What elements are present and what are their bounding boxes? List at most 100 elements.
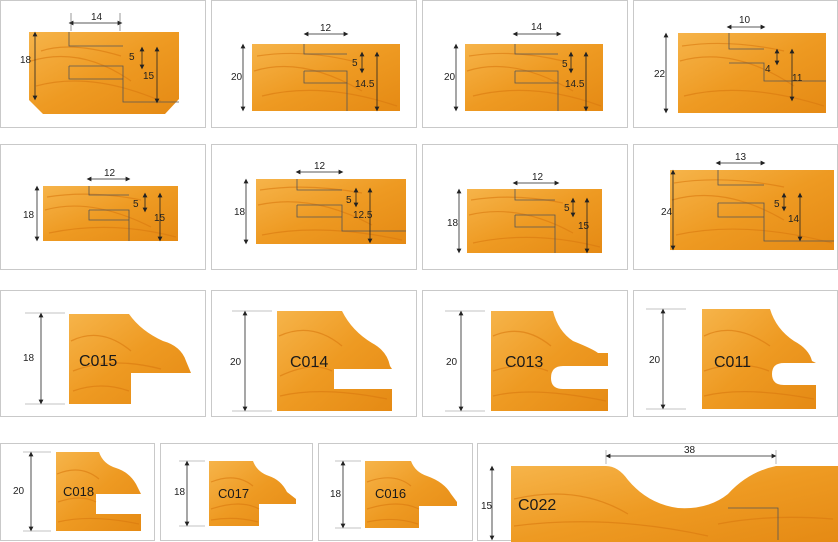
width-label: 12: [104, 168, 116, 179]
profile-tile-5: 12 18 5 15: [0, 144, 206, 270]
bit-code: C016: [375, 486, 406, 501]
depth-small-label: 5: [774, 199, 780, 210]
cut-outline: [88, 186, 130, 241]
profile-tile-4: 10 22 4 11: [633, 0, 838, 128]
wood-grain: [257, 186, 403, 241]
depth-small-label: 5: [346, 195, 352, 206]
height-label: 18: [330, 489, 342, 500]
bit-code: C022: [518, 497, 556, 514]
depth-large-label: 11: [792, 73, 803, 84]
height-label: 15: [481, 501, 493, 512]
cut-outline: [296, 179, 406, 232]
profile-tile-7: 12 18 5 15: [422, 144, 628, 270]
wood-grain: [278, 329, 388, 400]
wood-profile: [511, 466, 838, 542]
wood-grain: [366, 477, 420, 525]
bit-code: C013: [505, 354, 543, 371]
profile-drawing: 38 15 C022: [481, 445, 838, 542]
depth-small-label: 5: [133, 199, 139, 210]
depth-small-label: 5: [564, 203, 570, 214]
profile-drawing: 18 C015: [23, 312, 191, 405]
depth-large-label: 15: [143, 71, 155, 82]
cut-outline: [68, 32, 179, 103]
width-label: 14: [91, 12, 103, 23]
wood-profile: [491, 311, 608, 411]
cut-outline: [728, 507, 779, 540]
profile-drawing: 13 24 5 14: [661, 152, 834, 251]
depth-small-label: 5: [562, 59, 568, 70]
width-label: 10: [739, 15, 751, 26]
profile-tile-6: 12 18 5 12.5: [211, 144, 417, 270]
width-label: 38: [684, 445, 696, 456]
profile-drawing: 20 C013: [445, 310, 608, 412]
profile-drawing: 20 C018: [13, 451, 141, 532]
wood-grain: [492, 330, 607, 402]
height-label: 18: [23, 353, 35, 364]
height-label: 18: [447, 218, 459, 229]
profile-drawing: 18 C017: [174, 460, 296, 527]
wood-grain: [513, 493, 834, 537]
depth-large-label: 14.5: [565, 79, 585, 90]
wood-profile: [69, 314, 191, 404]
depth-large-label: 15: [578, 221, 590, 232]
profile-tile-2: 12 20 5 14.5: [211, 0, 417, 128]
profile-tile-1: 14 18 5 15: [0, 0, 206, 128]
profile-drawing: 12 18 5 12.5: [234, 161, 406, 245]
bit-code: C018: [63, 484, 94, 499]
depth-large-label: 14: [788, 214, 800, 225]
width-label: 12: [314, 161, 326, 172]
height-label: 18: [234, 207, 246, 218]
bit-code: C011: [714, 354, 751, 371]
height-label: 20: [230, 357, 242, 368]
profile-drawing: 20 C011: [646, 308, 816, 410]
height-label: 20: [444, 72, 456, 83]
height-label: 22: [654, 69, 666, 80]
profile-drawing: 14 20 5 14.5: [444, 22, 603, 112]
bit-tile-c016: 18 C016: [318, 443, 473, 541]
bit-tile-c011: 20 C011: [633, 290, 838, 417]
width-label: 14: [531, 22, 543, 33]
wood-grain: [671, 179, 833, 244]
height-label: 18: [20, 55, 32, 66]
profile-drawing: 14 18 5 15: [20, 12, 179, 114]
cut-outline: [728, 33, 826, 82]
depth-large-label: 12.5: [353, 210, 373, 221]
bit-tile-c018: 20 C018: [0, 443, 155, 541]
height-label: 20: [13, 486, 25, 497]
profile-drawing: 12 20 5 14.5: [231, 23, 400, 112]
bit-tile-c015: 18 C015: [0, 290, 206, 417]
wood-grain: [210, 477, 260, 523]
bit-code: C014: [290, 354, 328, 371]
profile-drawing: 10 22 4 11: [654, 15, 826, 114]
wood-grain: [30, 46, 162, 102]
wood-grain: [70, 334, 162, 392]
bit-code: C015: [79, 353, 117, 370]
wood-grain: [253, 52, 398, 107]
bit-tile-c013: 20 C013: [422, 290, 628, 417]
width-label: 13: [735, 152, 747, 163]
height-label: 20: [649, 355, 661, 366]
cut-outline: [514, 189, 556, 253]
height-label: 20: [446, 357, 458, 368]
depth-small-label: 5: [352, 58, 358, 69]
width-label: 12: [320, 23, 332, 34]
height-label: 24: [661, 207, 673, 218]
wood-profile: [56, 452, 141, 531]
height-label: 20: [231, 72, 243, 83]
depth-large-label: 14.5: [355, 79, 375, 90]
depth-small-label: 4: [765, 64, 771, 75]
height-label: 18: [23, 210, 35, 221]
bit-code: C017: [218, 486, 249, 501]
cut-outline: [514, 44, 559, 111]
cut-outline: [303, 44, 348, 111]
bit-tile-c017: 18 C017: [160, 443, 313, 541]
wood-profile: [277, 311, 392, 411]
wood-profile: [702, 309, 816, 409]
bit-tile-c014: 20 C014: [211, 290, 417, 417]
height-label: 18: [174, 487, 186, 498]
profile-drawing: 12 18 5 15: [23, 168, 178, 242]
depth-large-label: 15: [154, 213, 166, 224]
wood-grain: [703, 329, 815, 400]
width-label: 12: [532, 172, 544, 183]
wood-grain: [56, 469, 140, 525]
